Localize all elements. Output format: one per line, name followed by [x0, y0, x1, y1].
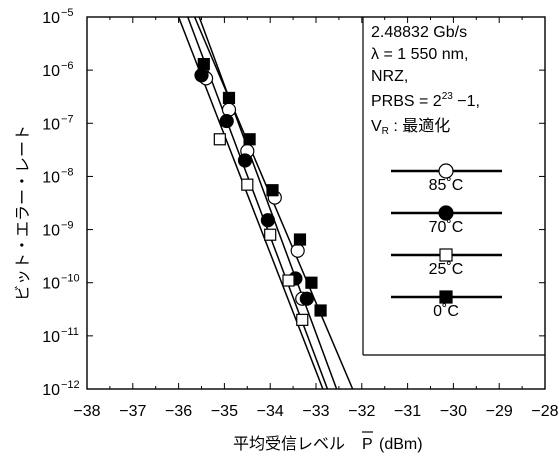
- y-tick-label: 10: [42, 276, 60, 293]
- x-axis-symbol: P: [362, 436, 373, 453]
- data-point: [213, 133, 226, 146]
- x-tick-label: −38: [73, 403, 100, 420]
- y-tick-exponent: −11: [61, 326, 79, 338]
- vr-suffix: : 最適化: [389, 117, 450, 135]
- legend-label: 70˚C: [429, 219, 464, 236]
- y-tick-label: 10: [42, 116, 60, 133]
- vr-v: V: [371, 118, 382, 135]
- x-tick-label: −36: [165, 403, 192, 420]
- data-point: [266, 184, 279, 197]
- data-point: [197, 57, 210, 71]
- plot-frame: [86, 16, 546, 390]
- data-point: [194, 68, 209, 83]
- data-point: [293, 233, 307, 246]
- legend-marker: [439, 248, 453, 262]
- data-point: [243, 133, 256, 146]
- conditions-block: 2.48832 Gb/s λ = 1 550 nm, NRZ, PRBS = 2…: [371, 24, 480, 137]
- data-point: [296, 313, 309, 326]
- y-tick-exponent: −10: [61, 273, 80, 285]
- y-axis-title: ビット・エラー・レート: [14, 125, 32, 301]
- data-point: [299, 291, 314, 306]
- y-tick-label: 10: [42, 223, 60, 240]
- data-point: [305, 276, 318, 289]
- fit-line: [198, 17, 338, 389]
- data-points: [194, 57, 327, 326]
- y-tick-exponent: −8: [61, 166, 74, 178]
- legend-entry: 70˚C: [391, 205, 502, 236]
- legend-label: 0˚C: [433, 303, 459, 320]
- x-tick-label: −35: [211, 403, 238, 420]
- x-tick-label: −31: [394, 403, 421, 420]
- y-tick-label: 10: [42, 169, 60, 186]
- data-point: [219, 113, 234, 129]
- data-point: [314, 304, 327, 317]
- x-tick-label: −32: [348, 403, 375, 420]
- x-axis-unit: (dBm): [379, 436, 423, 453]
- condition-bitrate: 2.48832 Gb/s: [371, 24, 467, 41]
- prbs-suffix: −1,: [453, 93, 480, 110]
- y-tick-label: 10: [42, 63, 60, 80]
- y-tick-exponent: −5: [61, 7, 74, 19]
- condition-wavelength: λ = 1 550 nm,: [371, 46, 468, 63]
- x-tick-label: −30: [440, 403, 467, 420]
- x-tick-label: −33: [302, 403, 329, 420]
- x-tick-label: −37: [119, 403, 146, 420]
- y-tick-exponent: −9: [61, 220, 74, 232]
- x-tick-label: −28: [531, 403, 558, 420]
- legend: 85˚C 70˚C 25˚C 0˚C: [391, 163, 502, 320]
- data-point: [290, 243, 305, 258]
- x-tick-label: −34: [257, 403, 284, 420]
- data-point: [222, 91, 236, 105]
- legend-entry: 25˚C: [391, 248, 502, 278]
- data-point: [241, 178, 254, 191]
- axis-ticks: [86, 16, 546, 390]
- legend-marker: [439, 290, 453, 304]
- x-tick-label: −29: [486, 403, 513, 420]
- data-point: [221, 102, 237, 117]
- y-tick-exponent: −6: [61, 60, 74, 72]
- condition-prbs: PRBS = 223 −1,: [371, 91, 480, 110]
- legend-entry: 85˚C: [391, 163, 502, 194]
- legend-marker: [438, 163, 454, 179]
- legend-entry: 0˚C: [391, 290, 502, 320]
- y-tick-exponent: −12: [61, 379, 80, 391]
- data-point: [237, 153, 253, 168]
- prbs-exponent: 23: [442, 91, 454, 102]
- vr-subscript: R: [382, 126, 389, 137]
- y-tick-label: 10: [42, 329, 60, 346]
- condition-vr: VR : 最適化: [371, 117, 450, 137]
- x-axis-title: 平均受信レベル: [233, 435, 345, 453]
- data-point: [260, 213, 276, 228]
- legend-label: 85˚C: [429, 177, 464, 194]
- prbs-prefix: PRBS = 2: [371, 93, 442, 110]
- y-tick-exponent: −7: [61, 113, 74, 125]
- condition-format: NRZ,: [371, 68, 408, 85]
- legend-label: 25˚C: [429, 261, 464, 278]
- x-tick-labels: −38 −37 −36 −35 −34 −33 −32 −31 −30 −29 −28: [73, 403, 558, 420]
- y-tick-label: 10: [42, 382, 60, 399]
- data-point: [282, 274, 295, 287]
- y-tick-label: 10: [42, 10, 60, 27]
- legend-marker: [438, 205, 454, 221]
- data-point: [264, 228, 277, 241]
